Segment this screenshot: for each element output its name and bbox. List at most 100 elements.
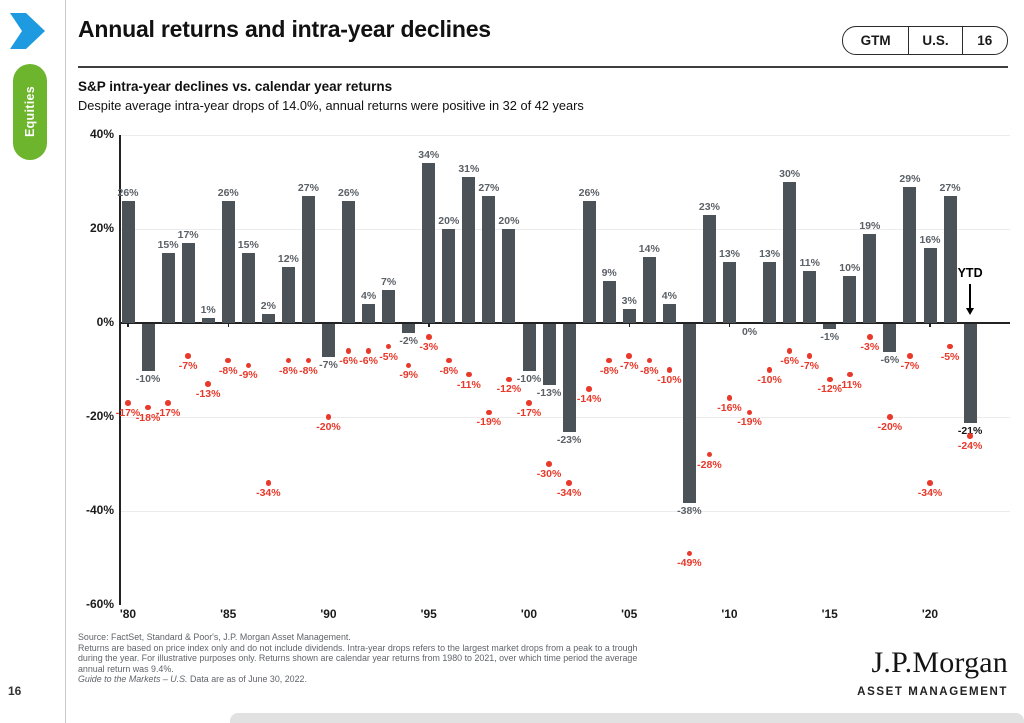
decline-dot-2011 (746, 409, 753, 416)
decline-dot-1998 (486, 409, 492, 416)
x-tick (428, 323, 430, 327)
decline-dot-2004 (606, 357, 612, 364)
sidebar-tab-equities: Equities (13, 64, 47, 160)
decline-label-2019: -7% (900, 359, 920, 372)
chart-title: S&P intra-year declines vs. calendar yea… (78, 79, 393, 94)
decline-label-2003: -14% (576, 392, 602, 405)
decline-dot-1996 (446, 357, 452, 364)
decline-dot-1997 (466, 371, 472, 378)
bar-label-2008: -38% (677, 504, 702, 517)
x-tick-label: '20 (921, 607, 939, 621)
bar-label-2020: 16% (919, 233, 941, 246)
y-axis-line (119, 135, 121, 605)
bar-label-1981: -10% (135, 373, 161, 385)
decline-label-1986: -9% (238, 369, 258, 382)
decline-label-2004: -8% (599, 364, 619, 377)
bar-1992 (362, 304, 376, 323)
decline-label-2014: -7% (800, 359, 820, 372)
badge-page: 16 (961, 27, 1007, 54)
bar-1986 (241, 252, 255, 323)
decline-label-2011: -19% (737, 416, 762, 429)
bar-label-2002: -23% (556, 434, 582, 447)
bar-label-1993: 7% (381, 276, 397, 289)
decline-dot-2012 (766, 367, 773, 373)
bar-2018 (883, 324, 897, 353)
decline-label-1982: -17% (155, 406, 181, 419)
header-divider (78, 66, 1008, 68)
page-title: Annual returns and intra-year declines (78, 16, 491, 42)
bar-2020 (923, 247, 937, 323)
decline-dot-1999 (506, 376, 512, 383)
next-slide-edge (230, 713, 1024, 723)
bar-2002 (562, 324, 576, 433)
bar-label-2015: -1% (820, 330, 840, 343)
bar-label-1985: 26% (217, 186, 239, 199)
decline-dot-1991 (345, 348, 352, 354)
bar-2007 (662, 304, 676, 323)
decline-dot-2019 (907, 353, 913, 359)
bar-1997 (462, 177, 476, 323)
bar-label-1995: 34% (418, 149, 440, 162)
chart-subtitle: Despite average intra-year drops of 14.0… (78, 98, 584, 113)
x-tick-label: '80 (119, 607, 137, 621)
bar-label-2006: 14% (638, 243, 660, 256)
decline-dot-2007 (666, 367, 673, 373)
x-tick-label: '05 (621, 607, 638, 621)
bar-1985 (221, 200, 235, 323)
x-tick-label: '15 (821, 607, 838, 621)
x-tick-label: '85 (220, 607, 237, 621)
y-tick-label: -40% (85, 503, 114, 517)
decline-label-1993: -5% (379, 350, 398, 363)
page-number: 16 (8, 684, 22, 698)
bar-label-1983: 17% (177, 229, 199, 242)
y-tick-label: 0% (96, 315, 114, 329)
bar-label-1990: -7% (319, 358, 338, 371)
decline-dot-2014 (806, 353, 813, 359)
source-line: annual return was 9.4%. (78, 663, 174, 674)
ytd-arrow-line (969, 284, 971, 308)
decline-dot-1983 (185, 353, 191, 359)
decline-label-1983: -7% (178, 359, 198, 372)
bar-label-2000: -10% (516, 373, 542, 385)
decline-dot-1993 (385, 343, 392, 350)
guide-title: Guide to the Markets – U.S. (78, 674, 188, 685)
bar-label-1996: 20% (438, 215, 460, 227)
bar-label-1982: 15% (157, 238, 179, 251)
decline-label-2002: -34% (556, 486, 582, 499)
bar-label-1997: 31% (458, 163, 480, 176)
gridline (120, 511, 1010, 512)
jpmorgan-logo: J.P.Morgan (871, 646, 1008, 679)
bar-1990 (322, 324, 335, 357)
ytd-arrow-head (965, 308, 974, 315)
decline-label-1989: -8% (299, 364, 318, 377)
decline-dot-1982 (165, 400, 171, 406)
decline-label-2017: -3% (860, 341, 880, 354)
decline-dot-2002 (566, 480, 572, 486)
decline-dot-2020 (927, 480, 933, 486)
bar-label-2012: 13% (759, 247, 781, 260)
decline-label-2022 YTD: -24% (957, 439, 983, 452)
bar-label-1992: 4% (361, 290, 377, 303)
bar-label-1998: 27% (478, 182, 500, 195)
x-tick (127, 323, 129, 327)
bar-label-2021: 27% (939, 182, 961, 195)
source-line: during the year. For illustrative purpos… (78, 653, 638, 664)
decline-label-2009: -28% (697, 458, 722, 471)
bar-2019 (903, 186, 917, 323)
decline-dot-1994 (405, 362, 412, 369)
decline-label-1980: -17% (115, 406, 141, 419)
decline-dot-1995 (425, 334, 432, 340)
decline-dot-2015 (826, 376, 833, 383)
asset-management-label: ASSET MANAGEMENT (857, 686, 1008, 698)
decline-label-2013: -6% (780, 355, 799, 368)
bar-1993 (382, 290, 396, 323)
decline-label-1997: -11% (456, 378, 481, 391)
bar-label-2022 YTD: -21% (957, 424, 983, 437)
gridline (120, 229, 1010, 230)
bar-1988 (281, 266, 295, 323)
bar-1991 (342, 200, 356, 323)
decline-dot-2003 (586, 386, 592, 392)
bar-label-2018: -6% (880, 354, 900, 367)
decline-dot-2022 YTD (967, 433, 973, 439)
bar-label-1991: 26% (338, 186, 360, 199)
